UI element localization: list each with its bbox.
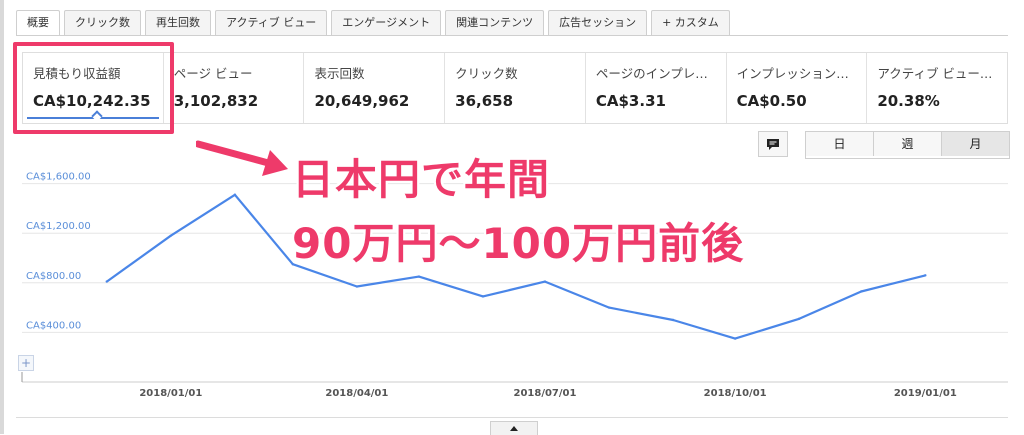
y-tick-label: CA$1,600.00 bbox=[26, 172, 91, 183]
comment-button[interactable] bbox=[758, 131, 788, 157]
data-point bbox=[671, 318, 675, 322]
metric-impression-rpm[interactable]: インプレッション収益 CA$0.50 bbox=[727, 53, 868, 123]
data-point bbox=[355, 285, 359, 288]
caret-up-icon bbox=[510, 426, 518, 431]
metric-active-view-viewable[interactable]: アクティブ ビュー視... 20.38% bbox=[867, 53, 1007, 123]
metric-page-views[interactable]: ページ ビュー 3,102,832 bbox=[164, 53, 305, 123]
metric-estimated-revenue[interactable]: 見積もり収益額 CA$10,242.35 bbox=[23, 53, 164, 123]
tab-custom[interactable]: + カスタム bbox=[651, 10, 730, 35]
data-point bbox=[481, 295, 485, 298]
metric-page-rpm[interactable]: ページのインプレッ... CA$3.31 bbox=[586, 53, 727, 123]
metric-label: インプレッション収益 bbox=[736, 66, 862, 81]
series-line bbox=[106, 193, 926, 340]
y-tick-label: CA$800.00 bbox=[26, 271, 81, 282]
tab-active-view[interactable]: アクティブ ビュー bbox=[215, 10, 328, 35]
data-point bbox=[105, 280, 108, 283]
metric-value: 36,658 bbox=[455, 92, 514, 110]
x-tick-label: 2018/01/01 bbox=[139, 388, 202, 399]
data-point bbox=[924, 274, 927, 277]
x-tick-label: 2018/07/01 bbox=[513, 388, 576, 399]
metric-value: CA$3.31 bbox=[595, 92, 666, 110]
metric-value: 20,649,962 bbox=[314, 92, 410, 110]
metric-value: 3,102,832 bbox=[173, 92, 259, 110]
report-tabs: 概要 クリック数 再生回数 アクティブ ビュー エンゲージメント 関連コンテンツ… bbox=[16, 10, 734, 36]
left-edge bbox=[0, 0, 4, 434]
metric-label: ページ ビュー bbox=[173, 66, 253, 81]
revenue-line-chart: CA$400.00 CA$800.00 CA$1,200.00 CA$1,600.00… bbox=[21, 172, 1008, 399]
data-point bbox=[417, 275, 421, 278]
metric-label: アクティブ ビュー視... bbox=[877, 66, 1005, 81]
metric-label: クリック数 bbox=[455, 66, 518, 81]
plus-icon[interactable]: + bbox=[18, 355, 34, 371]
data-point bbox=[233, 193, 237, 196]
metric-value: CA$10,242.35 bbox=[33, 92, 151, 110]
collapse-button[interactable] bbox=[490, 421, 538, 435]
tab-related-content[interactable]: 関連コンテンツ bbox=[445, 10, 545, 35]
x-tick-label: 2018/04/01 bbox=[325, 388, 388, 399]
data-point bbox=[733, 337, 737, 340]
chart-bottom-border bbox=[16, 417, 1008, 418]
metric-impressions[interactable]: 表示回数 20,649,962 bbox=[304, 53, 446, 123]
y-tick-label: CA$1,200.00 bbox=[26, 221, 91, 232]
y-tick-label: CA$400.00 bbox=[26, 320, 81, 331]
metric-label: ページのインプレッ... bbox=[595, 66, 720, 81]
tab-ad-sessions[interactable]: 広告セッション bbox=[548, 10, 648, 35]
granularity-toggle: 日 週 月 bbox=[805, 131, 1010, 159]
metric-clicks[interactable]: クリック数 36,658 bbox=[445, 53, 586, 123]
tab-views[interactable]: 再生回数 bbox=[145, 10, 211, 35]
data-point bbox=[860, 290, 863, 293]
data-point bbox=[543, 280, 547, 283]
data-point bbox=[798, 317, 801, 320]
highlight-box bbox=[13, 42, 174, 134]
data-point bbox=[291, 263, 294, 266]
metric-value: 20.38% bbox=[877, 92, 940, 110]
metric-label: 表示回数 bbox=[314, 66, 365, 81]
arrow-icon bbox=[196, 140, 288, 176]
metric-strip: 見積もり収益額 CA$10,242.35 ページ ビュー 3,102,832 表… bbox=[22, 52, 1008, 124]
range-month-button[interactable]: 月 bbox=[942, 132, 1009, 156]
comment-icon bbox=[767, 138, 779, 150]
tabs-divider bbox=[16, 35, 1008, 36]
data-point bbox=[607, 306, 611, 309]
tab-clicks[interactable]: クリック数 bbox=[64, 10, 141, 35]
tab-overview[interactable]: 概要 bbox=[16, 10, 60, 36]
range-week-button[interactable]: 週 bbox=[874, 132, 942, 156]
tab-engagement[interactable]: エンゲージメント bbox=[331, 10, 442, 35]
annotation-line-2: 90万円〜100万円前後 bbox=[292, 219, 745, 268]
x-tick-label: 2018/10/01 bbox=[704, 388, 767, 399]
x-tick-label: 2019/01/01 bbox=[894, 388, 957, 399]
range-day-button[interactable]: 日 bbox=[806, 132, 874, 156]
metric-value: CA$0.50 bbox=[736, 92, 807, 110]
data-point bbox=[169, 234, 173, 237]
annotation-line-1: 日本円で年間 bbox=[292, 155, 551, 204]
